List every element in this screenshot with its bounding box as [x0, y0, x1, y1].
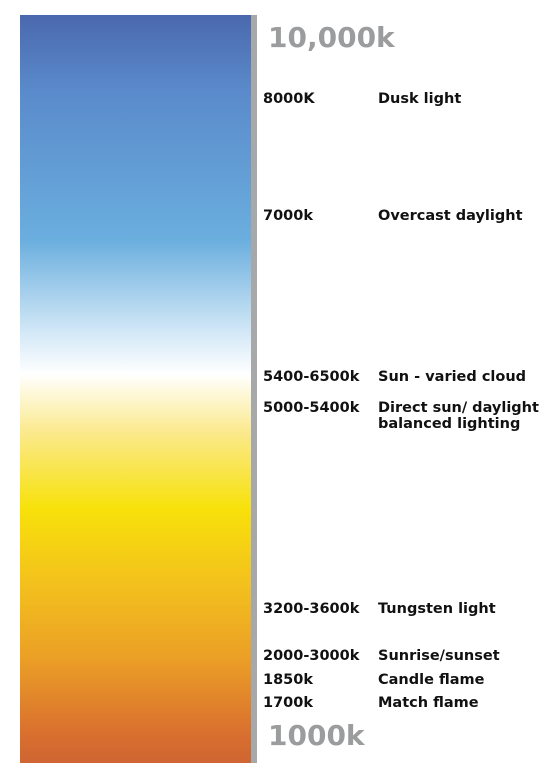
- kelvin-value: 2000-3000k: [263, 648, 360, 664]
- kelvin-value: 8000K: [263, 91, 315, 107]
- light-source-label: Candle flame: [378, 672, 485, 688]
- light-source-label: Sunrise/sunset: [378, 648, 500, 664]
- light-source-label: Sun - varied cloud: [378, 369, 527, 385]
- light-source-label: Tungsten light: [378, 601, 496, 617]
- light-source-label: Direct sun/ daylight balanced lighting: [378, 400, 539, 432]
- kelvin-value: 5400-6500k: [263, 369, 360, 385]
- scale-top-label: 10,000k: [268, 21, 395, 54]
- light-source-label: Match flame: [378, 695, 479, 711]
- kelvin-value: 3200-3600k: [263, 601, 360, 617]
- kelvin-value: 1850k: [263, 672, 313, 688]
- light-source-label: Overcast daylight: [378, 208, 523, 224]
- kelvin-value: 7000k: [263, 208, 313, 224]
- scale-bottom-label: 1000k: [268, 719, 365, 752]
- color-temperature-gradient-bar: [20, 15, 251, 763]
- scale-divider: [251, 15, 257, 763]
- kelvin-value: 1700k: [263, 695, 313, 711]
- kelvin-value: 5000-5400k: [263, 400, 360, 416]
- light-source-label: Dusk light: [378, 91, 462, 107]
